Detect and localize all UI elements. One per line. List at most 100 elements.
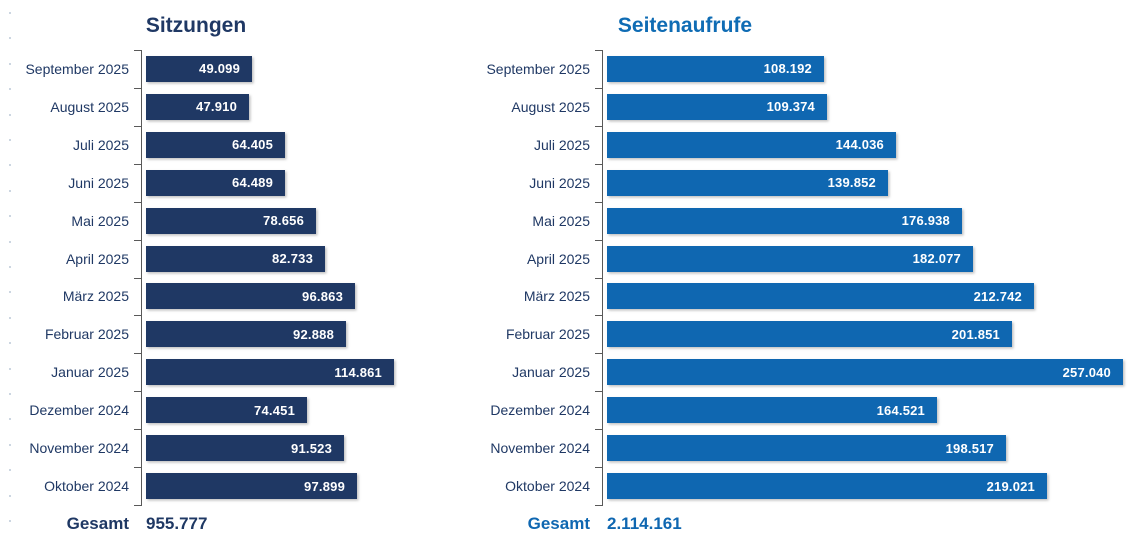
edge-dot <box>9 240 11 243</box>
category-label: Februar 2025 <box>44 326 129 343</box>
bar: 114.861 <box>146 359 394 386</box>
axis-tick <box>134 505 142 506</box>
category-label: August 2025 <box>50 98 129 115</box>
bar: 91.523 <box>146 435 344 462</box>
bar-value-label: 91.523 <box>291 440 332 456</box>
bar-track: 64.489 <box>135 169 472 196</box>
category-label: September 2025 <box>25 60 129 77</box>
axis-tick <box>134 163 142 165</box>
category-label: Mai 2025 <box>532 212 590 229</box>
axis-tick <box>595 50 603 51</box>
bar-value-label: 144.036 <box>835 137 884 153</box>
bar-value-label: 257.040 <box>1062 364 1111 380</box>
chart-row: Mai 2025 176.938 <box>480 202 1146 240</box>
bar-value-label: 78.656 <box>263 213 304 229</box>
bar: 47.910 <box>146 93 249 120</box>
bar-track: 144.036 <box>596 131 1146 158</box>
bar-value-label: 49.099 <box>199 61 240 77</box>
chart-row: Juni 2025 139.852 <box>480 164 1146 202</box>
bar: 96.863 <box>146 283 355 310</box>
bar-value-label: 97.899 <box>304 478 345 494</box>
category-label: Juli 2025 <box>72 136 129 153</box>
bar-track: 91.523 <box>135 435 472 462</box>
chart-row: August 2025 109.374 <box>480 88 1146 126</box>
edge-dot <box>9 469 11 472</box>
axis-tick <box>595 277 603 279</box>
bar-rows: September 2025 108.192 August 2025 109.374 J… <box>480 50 1146 505</box>
chart-row: Dezember 2024 164.521 <box>480 391 1146 429</box>
bar-track: 212.742 <box>596 283 1146 310</box>
category-label: Dezember 2024 <box>490 402 590 419</box>
axis-tick <box>134 125 142 127</box>
bar: 92.888 <box>146 321 346 348</box>
bar-track: 92.888 <box>135 321 472 348</box>
bar: 78.656 <box>146 207 316 234</box>
edge-dot <box>9 113 11 116</box>
bar: 164.521 <box>607 397 937 424</box>
value-axis <box>134 50 142 506</box>
edge-dot <box>9 443 11 446</box>
bar: 82.733 <box>146 245 325 272</box>
edge-dot <box>9 393 11 395</box>
bar-value-label: 176.938 <box>901 213 950 229</box>
bar-track: 164.521 <box>596 397 1146 424</box>
bar: 219.021 <box>607 473 1047 500</box>
pageviews-chart: Seitenaufrufe September 2025 108.192 Augus… <box>480 0 1146 554</box>
bar-track: 47.910 <box>135 93 472 120</box>
chart-row: September 2025 108.192 <box>480 50 1146 88</box>
bar: 201.851 <box>607 321 1012 348</box>
bar-track: 182.077 <box>596 245 1146 272</box>
chart-row: Oktober 2024 219.021 <box>480 467 1146 505</box>
edge-dot <box>9 164 11 167</box>
category-label: Oktober 2024 <box>44 478 129 495</box>
bar-value-label: 114.861 <box>334 364 382 380</box>
bar-value-label: 92.888 <box>293 326 334 342</box>
sessions-chart: Sitzungen September 2025 49.099 August 202… <box>0 0 472 554</box>
edge-dot <box>9 37 11 40</box>
bar: 64.405 <box>146 131 285 158</box>
bar: 64.489 <box>146 169 285 196</box>
bar: 144.036 <box>607 131 896 158</box>
bar-value-label: 64.405 <box>232 137 273 153</box>
edge-dot <box>9 367 11 370</box>
bar: 176.938 <box>607 207 962 234</box>
bar-value-label: 82.733 <box>272 251 313 267</box>
axis-tick <box>595 505 603 506</box>
total-row: Gesamt 955.777 <box>0 514 472 534</box>
axis-tick <box>134 239 142 241</box>
category-label: Juli 2025 <box>533 136 590 153</box>
category-label: April 2025 <box>65 250 129 267</box>
edge-dot-column <box>9 0 13 554</box>
chart-row: April 2025 182.077 <box>480 240 1146 278</box>
bar-value-label: 212.742 <box>973 288 1022 304</box>
axis-tick <box>595 429 603 431</box>
bar-value-label: 139.852 <box>827 175 876 191</box>
category-label: August 2025 <box>511 98 590 115</box>
bar-value-label: 198.517 <box>945 440 994 456</box>
category-label: Februar 2025 <box>505 326 590 343</box>
category-label: Juni 2025 <box>68 174 129 191</box>
chart-row: November 2024 91.523 <box>0 429 472 467</box>
edge-dot <box>9 215 11 218</box>
chart-row: Juli 2025 144.036 <box>480 126 1146 164</box>
category-label: Januar 2025 <box>51 364 129 381</box>
axis-tick <box>134 353 142 355</box>
chart-row: August 2025 47.910 <box>0 88 472 126</box>
axis-tick <box>134 50 142 51</box>
bar-value-label: 201.851 <box>951 326 1000 342</box>
axis-tick <box>595 391 603 393</box>
bar-track: 176.938 <box>596 207 1146 234</box>
chart-row: September 2025 49.099 <box>0 50 472 88</box>
edge-dot <box>9 12 11 14</box>
category-label: Januar 2025 <box>512 364 590 381</box>
axis-tick <box>595 239 603 241</box>
category-label: März 2025 <box>523 288 590 305</box>
chart-row: Juni 2025 64.489 <box>0 164 472 202</box>
chart-row: Mai 2025 78.656 <box>0 202 472 240</box>
edge-dot <box>9 418 11 421</box>
category-label: November 2024 <box>490 440 590 457</box>
category-label: Juni 2025 <box>529 174 590 191</box>
bar-track: 82.733 <box>135 245 472 272</box>
edge-dot <box>9 88 11 91</box>
bar-track: 97.899 <box>135 473 472 500</box>
